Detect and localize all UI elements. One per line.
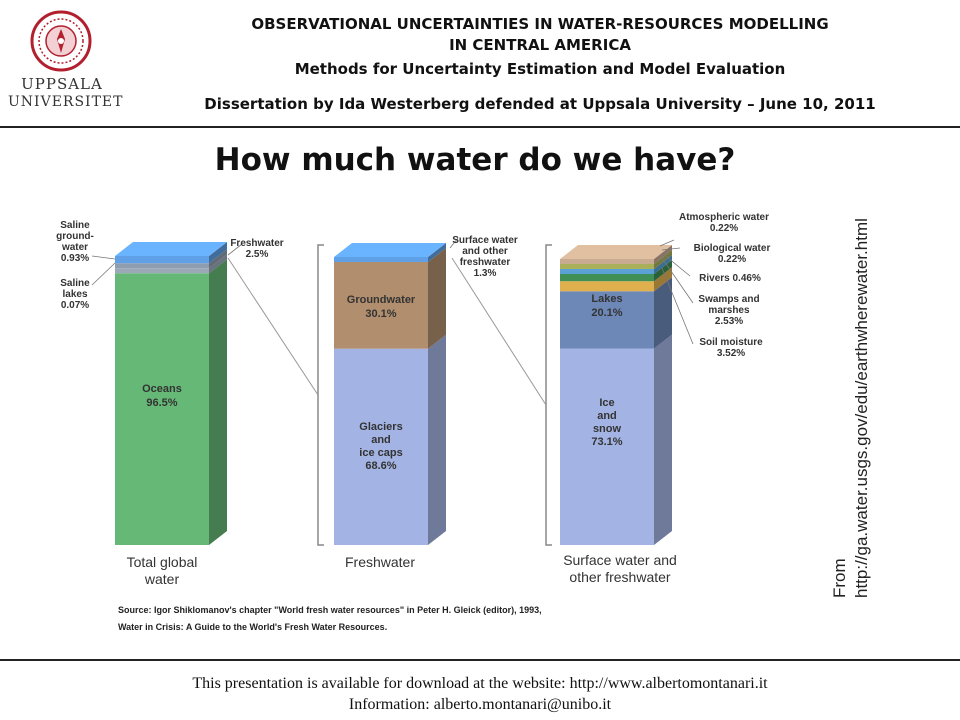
- footer-line-2: Information: alberto.montanari@unibo.it: [348, 696, 612, 713]
- bar-freshwater-glaciers-and-ice-caps: [334, 348, 428, 545]
- label-ice-snow: Ice and snow 73.1%: [591, 397, 622, 448]
- label-lakes: Lakes 20.1%: [591, 293, 622, 319]
- bar-total-global-water-saline-lakes: [115, 268, 209, 274]
- source-line-2: Water in Crisis: A Guide to the World's …: [118, 622, 387, 632]
- header-rule: [0, 126, 960, 128]
- label-saline-lakes: Saline lakes 0.07%: [60, 278, 90, 311]
- uppsala-seal-logo: [30, 10, 92, 72]
- bar-total-global-water-oceans-side: [209, 259, 227, 545]
- leader-freshwater: [227, 243, 243, 256]
- bar-surface-water-and-other-freshwater-biological-water: [560, 264, 654, 269]
- bar-surface-water-and-other-freshwater-lakes-side: [654, 277, 672, 349]
- category-total-global-water: Total global water: [127, 554, 198, 587]
- label-surface: Surface water and other freshwater 1.3%: [452, 235, 518, 279]
- label-saline-groundwater: Saline ground-water 0.93%: [56, 220, 94, 264]
- connector-surface: [451, 257, 547, 406]
- bar-surface-water-and-other-freshwater-soil-moisture-side: [654, 267, 672, 292]
- leader-soil: [661, 267, 694, 345]
- label-groundwater: Groundwater 30.1%: [347, 294, 416, 320]
- leader-saline-lakes: [91, 262, 116, 286]
- bar-surface-water-and-other-freshwater-ice-and-snow-side: [654, 334, 672, 545]
- dissertation-line: Dissertation by Ida Westerberg defended …: [204, 95, 876, 113]
- title-line-2: IN CENTRAL AMERICA: [449, 36, 631, 54]
- leader-swamps: [661, 257, 694, 304]
- bar-surface-water-and-other-freshwater-rivers: [560, 269, 654, 274]
- leader-surface: [449, 237, 459, 249]
- bar-total-global-water-top: [115, 242, 227, 256]
- bar-surface-water-and-other-freshwater-top: [560, 245, 672, 259]
- bar-total-global-water-oceans: [115, 273, 209, 545]
- label-atmospheric: Atmospheric water 0.22%: [679, 212, 769, 234]
- label-freshwater: Freshwater 2.5%: [230, 238, 283, 260]
- label-swamps: Swamps and marshes 2.53%: [698, 294, 759, 327]
- bar-surface-water-and-other-freshwater-rivers-side: [654, 255, 672, 274]
- side-note-url: http://ga.water.usgs.gov/edu/earthwherew…: [852, 218, 871, 598]
- label-glaciers: Glaciers and ice caps 68.6%: [359, 421, 402, 472]
- bar-total-global-water-saline-ground-water-side: [209, 249, 227, 269]
- bar-total-global-water-saline-ground-water: [115, 263, 209, 269]
- leader-biological: [661, 247, 681, 251]
- bar-freshwater-groundwater: [334, 262, 428, 349]
- bracket-freshwater: [317, 244, 324, 546]
- bar-total-global-water-freshwater-side: [209, 242, 227, 264]
- label-rivers: Rivers 0.46%: [699, 273, 761, 284]
- logo-name: UPPSALA: [21, 75, 103, 93]
- bar-freshwater-surface-water-and-other-freshwater-side: [428, 243, 446, 262]
- leader-rivers: [661, 252, 691, 277]
- bar-freshwater-groundwater-side: [428, 248, 446, 349]
- category-surface-water: Surface water and other freshwater: [563, 552, 677, 585]
- leader-saline-groundwater: [91, 255, 116, 260]
- bar-total-global-water-saline-lakes-side: [209, 254, 227, 274]
- footer-line-1: This presentation is available for downl…: [192, 675, 768, 692]
- title-line-1: OBSERVATIONAL UNCERTAINTIES IN WATER-RES…: [251, 15, 829, 33]
- bracket-surface: [545, 244, 552, 546]
- bar-surface-water-and-other-freshwater-atmospheric-water: [560, 259, 654, 264]
- bar-surface-water-and-other-freshwater-swamps-and-marshes: [560, 274, 654, 282]
- label-biological: Biological water 0.22%: [694, 243, 771, 265]
- bar-total-global-water-freshwater: [115, 256, 209, 264]
- subtitle: Methods for Uncertainty Estimation and M…: [294, 60, 786, 78]
- connector-freshwater: [227, 257, 319, 396]
- bar-freshwater-glaciers-and-ice-caps-side: [428, 334, 446, 545]
- leader-atmospheric: [659, 239, 675, 247]
- bar-surface-water-and-other-freshwater-lakes: [560, 291, 654, 349]
- source-line-1: Source: Igor Shiklomanov's chapter "Worl…: [118, 605, 542, 615]
- footer-rule: [0, 659, 960, 661]
- category-freshwater: Freshwater: [345, 554, 415, 570]
- bar-surface-water-and-other-freshwater-ice-and-snow: [560, 348, 654, 545]
- bar-surface-water-and-other-freshwater-soil-moisture: [560, 281, 654, 292]
- side-note-from: From: [830, 558, 849, 598]
- bar-freshwater-top: [334, 243, 446, 257]
- bar-freshwater-surface-water-and-other-freshwater: [334, 257, 428, 262]
- logo-name-2: UNIVERSITET: [8, 94, 124, 110]
- label-oceans: Oceans 96.5%: [142, 383, 182, 409]
- label-soil: Soil moisture 3.52%: [699, 337, 763, 359]
- slide-title: How much water do we have?: [214, 142, 736, 178]
